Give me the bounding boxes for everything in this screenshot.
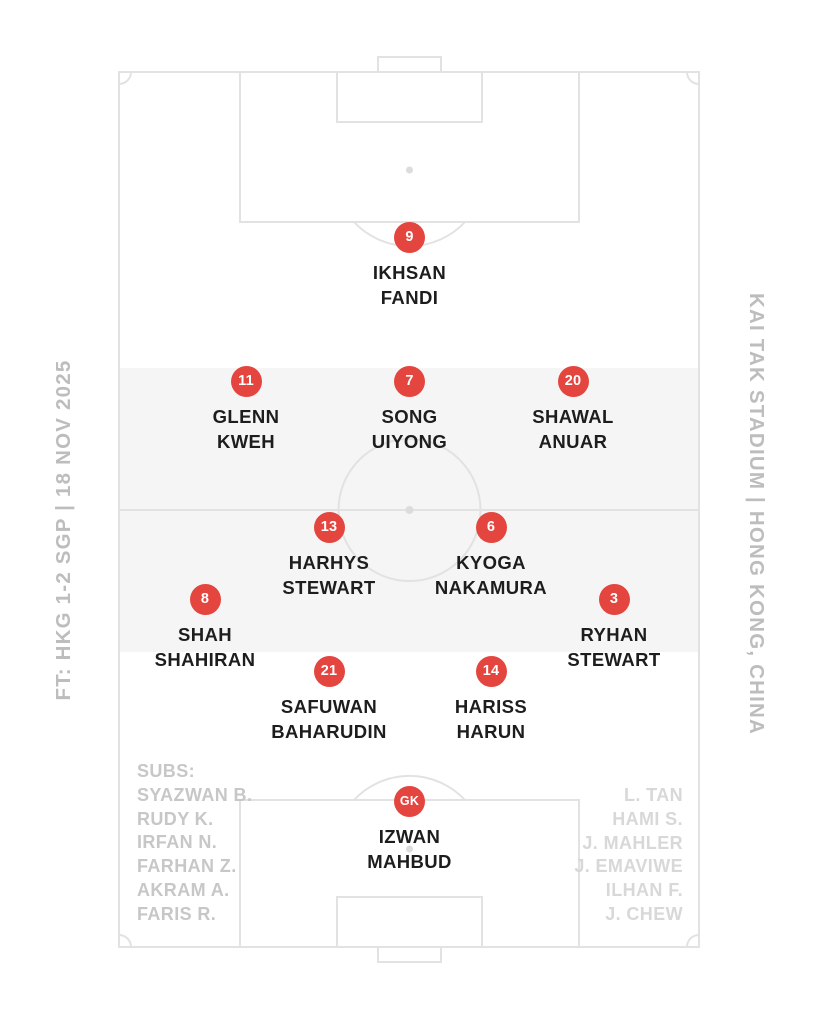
penalty-arc-bottom	[353, 774, 466, 801]
player-number-badge: 13	[313, 512, 345, 543]
subs-player: J. CHEW	[605, 903, 683, 924]
subs-list-away: L. TAN HAMI S. J. MAHLER J. EMAVIWE ILHA…	[574, 784, 683, 927]
subs-player: SYAZWAN B.	[137, 784, 253, 805]
subs-player: AKRAM A.	[137, 879, 230, 900]
player-name: RYHAN STEWART	[567, 624, 661, 670]
player-number-badge: 11	[230, 366, 262, 397]
penalty-spot-top	[406, 166, 413, 174]
goal-area-top	[336, 71, 483, 123]
player-name: IKHSAN FANDI	[372, 262, 447, 308]
player-number-badge: 9	[394, 222, 425, 253]
player-name: GLENN KWEH	[212, 406, 280, 452]
player-number-badge: 6	[475, 512, 507, 543]
subs-player: HAMI S.	[612, 808, 683, 829]
subs-player: ILHAN F.	[605, 880, 683, 901]
player-safuwan-baharudin: 21 SAFUWAN BAHARUDIN	[229, 656, 429, 744]
player-glenn-kweh: 11 GLENN KWEH	[146, 366, 346, 454]
corner-arc-bottom-left	[118, 934, 132, 948]
player-name: SAFUWAN BAHARUDIN	[271, 696, 387, 742]
player-name: IZWAN MAHBUD	[367, 826, 452, 872]
player-hariss-harun: 14 HARISS HARUN	[391, 656, 591, 744]
player-izwan-mahbud: GK IZWAN MAHBUD	[310, 786, 510, 874]
player-number-badge: 21	[313, 656, 345, 687]
subs-player: J. EMAVIWE	[574, 856, 683, 877]
penalty-spot-bottom	[406, 845, 413, 853]
subs-player: L. TAN	[623, 785, 683, 805]
player-number-badge: 14	[475, 656, 507, 687]
player-name: HARHYS STEWART	[282, 552, 376, 598]
subs-player: J. MAHLER	[582, 832, 683, 853]
subs-player: FARHAN Z.	[137, 856, 237, 877]
center-circle	[337, 438, 482, 582]
player-name: KYOGA NAKAMURA	[434, 552, 548, 598]
match-result-banner: FT: HKG 1-2 SGP | 18 NOV 2025	[52, 359, 75, 701]
subs-header: SUBS:	[137, 761, 196, 781]
player-name: SHAWAL ANUAR	[532, 406, 614, 452]
corner-arc-top-right	[686, 71, 700, 85]
player-ikhsan-fandi: 9 IKHSAN FANDI	[310, 222, 510, 310]
stadium-banner: KAI TAK STADIUM | HONG KONG, CHINA	[745, 292, 768, 736]
player-name: SONG UIYONG	[371, 406, 448, 452]
goal-bottom	[377, 946, 442, 963]
player-number-badge: 3	[598, 584, 630, 615]
penalty-area-top	[239, 71, 580, 223]
subs-list-home: SUBS: SYAZWAN B. RUDY K. IRFAN N. FARHAN…	[137, 760, 252, 927]
subs-player: FARIS R.	[137, 903, 217, 924]
subs-player: RUDY K.	[137, 808, 214, 829]
subs-player: IRFAN N.	[137, 832, 218, 853]
player-song-uiyong: 7 SONG UIYONG	[310, 366, 510, 454]
goalkeeper-badge: GK	[394, 786, 425, 817]
goal-area-bottom	[336, 896, 483, 948]
corner-arc-top-left	[118, 71, 132, 85]
player-number-badge: 8	[189, 584, 221, 615]
player-shawal-anuar: 20 SHAWAL ANUAR	[473, 366, 673, 454]
player-kyoga-nakamura: 6 KYOGA NAKAMURA	[391, 512, 591, 600]
player-number-badge: 20	[557, 366, 589, 397]
player-name: SHAH SHAHIRAN	[154, 624, 256, 670]
player-name: HARISS HARUN	[454, 696, 528, 742]
corner-arc-bottom-right	[686, 934, 700, 948]
player-number-badge: 7	[394, 366, 425, 397]
player-shah-shahiran: 8 SHAH SHAHIRAN	[105, 584, 305, 672]
center-spot	[405, 506, 414, 514]
goal-top	[377, 56, 442, 73]
player-ryhan-stewart: 3 RYHAN STEWART	[514, 584, 714, 672]
player-harhys-stewart: 13 HARHYS STEWART	[229, 512, 429, 600]
